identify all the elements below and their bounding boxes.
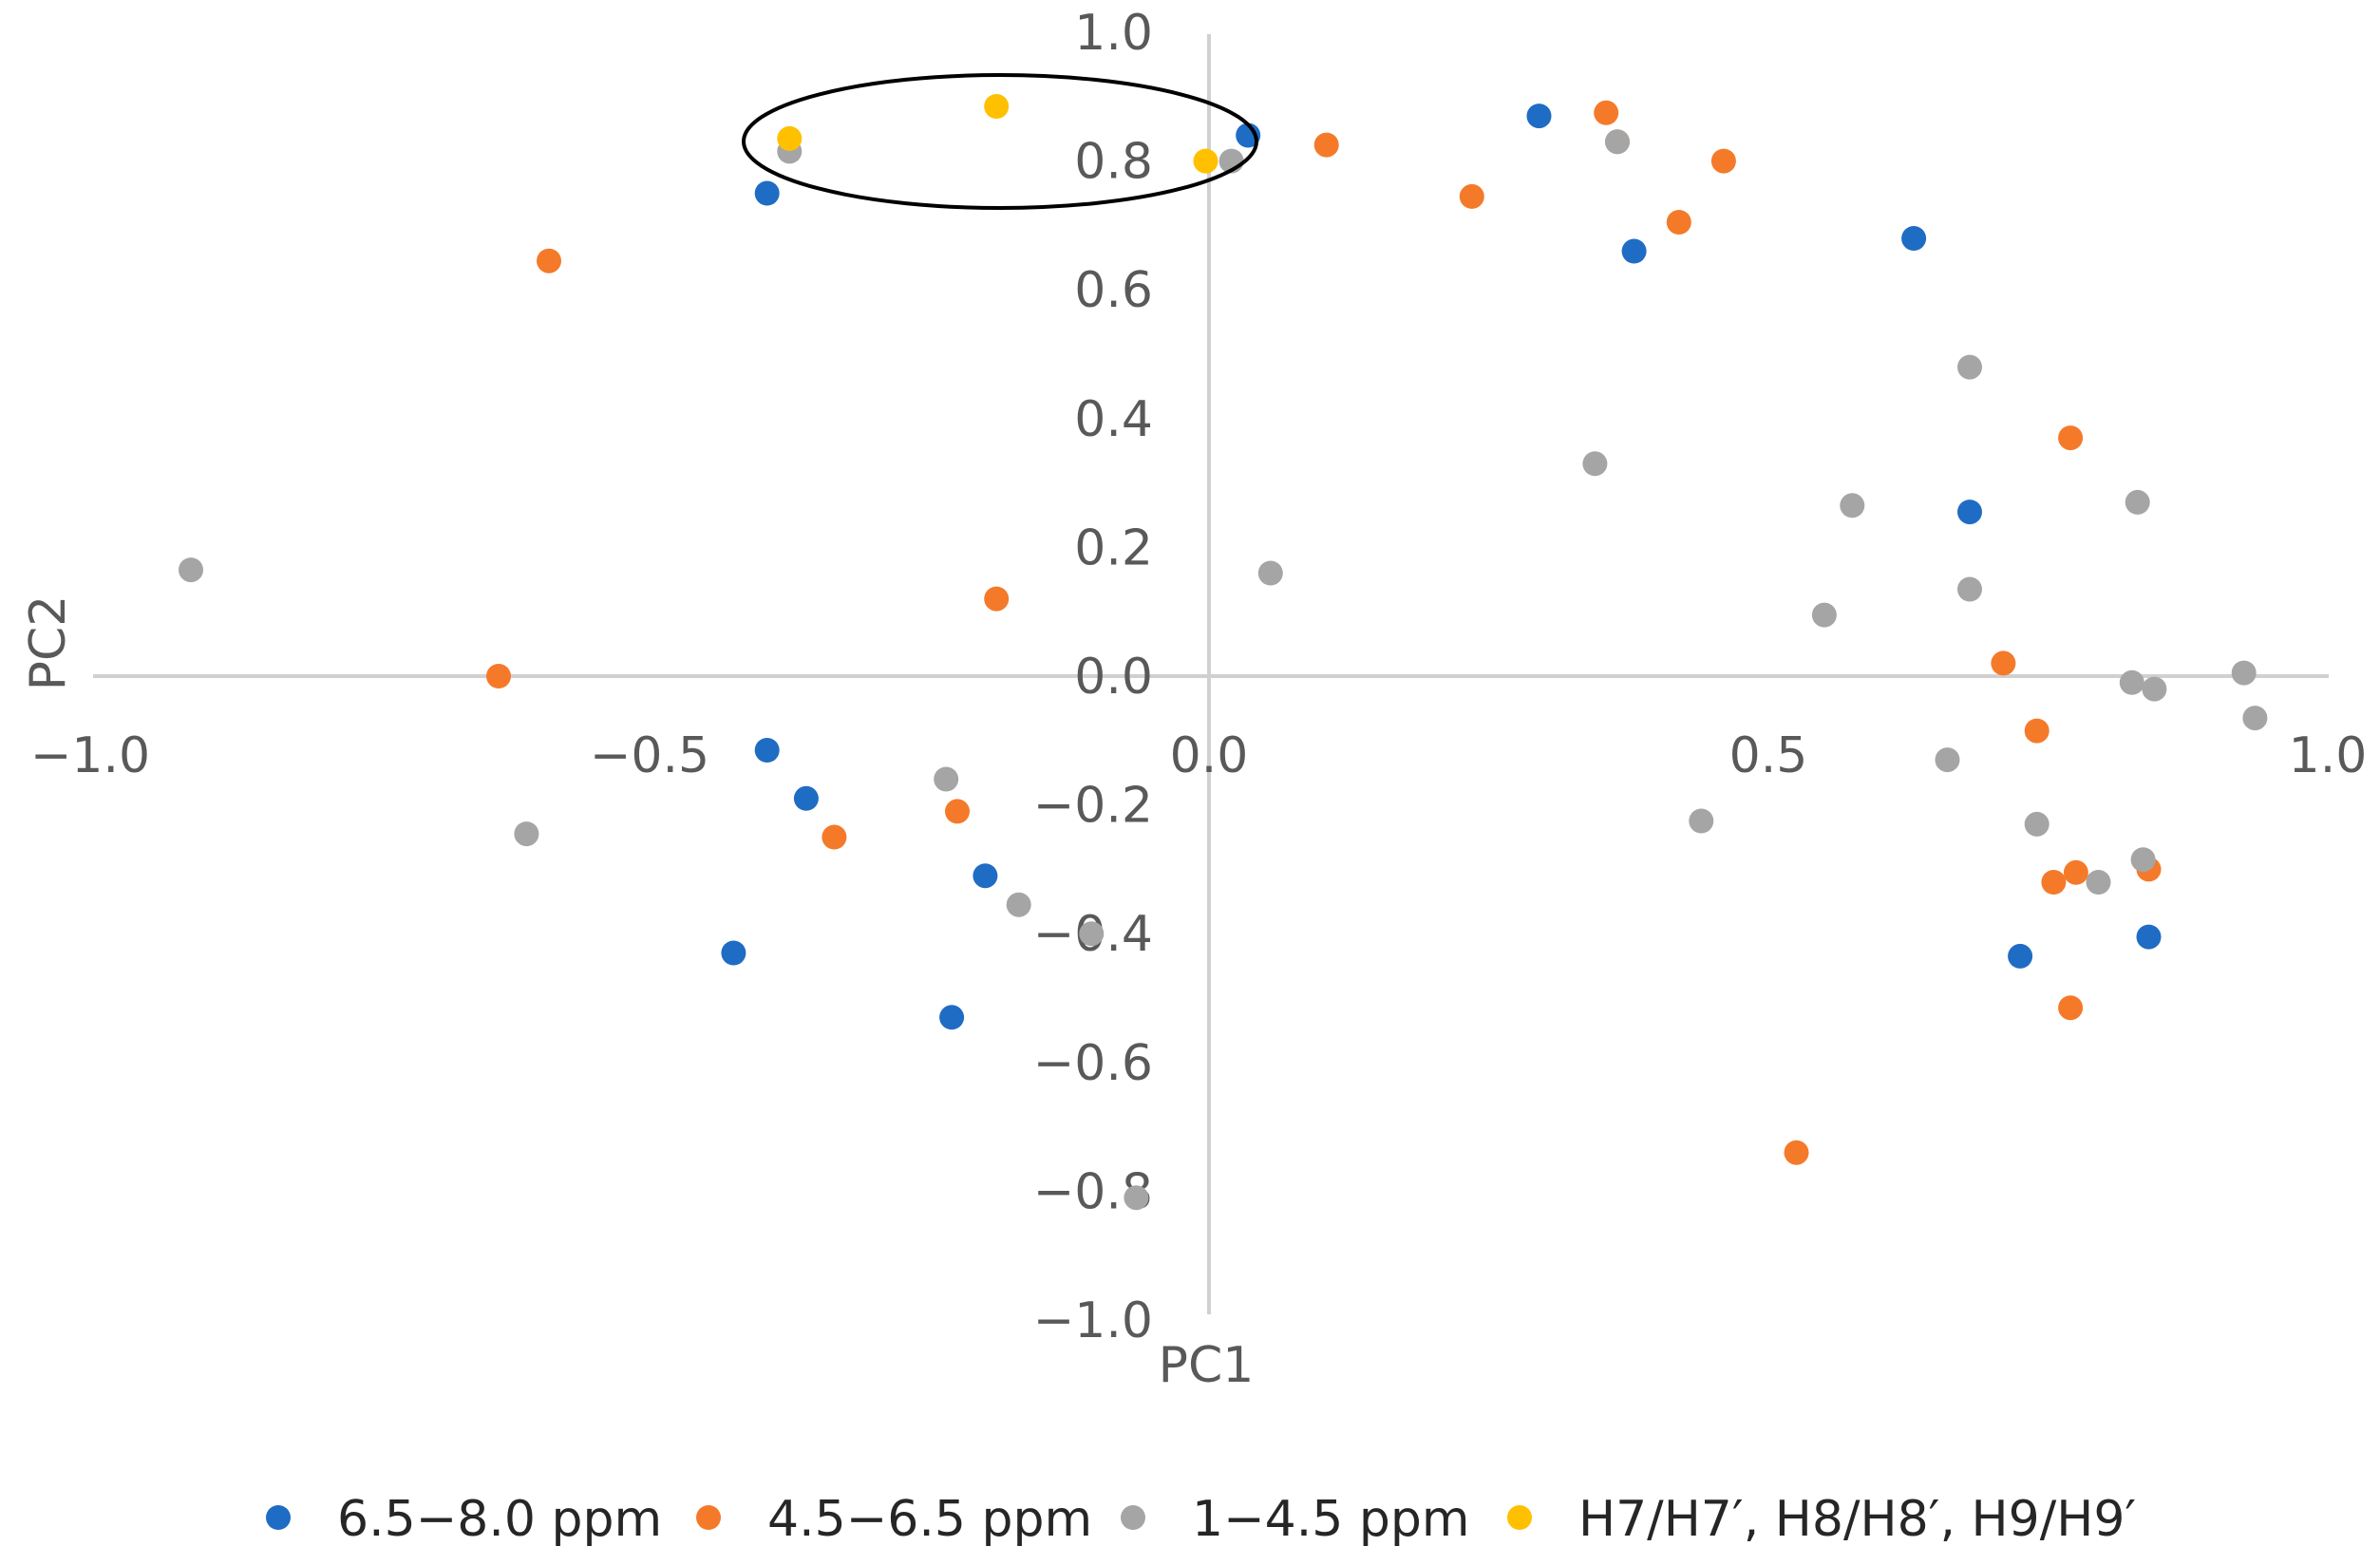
- data-point-series-4: [777, 125, 803, 151]
- data-point-series-2: [486, 664, 511, 688]
- data-point-series-3: [2119, 669, 2144, 695]
- data-point-series-3: [1605, 129, 1630, 155]
- data-point-series-3: [179, 557, 203, 583]
- data-point-series-3: [1935, 747, 1960, 773]
- x-axis-title: PC1: [1159, 1337, 1255, 1394]
- data-point-series-2: [537, 248, 561, 273]
- data-point-series-2: [1784, 1140, 1809, 1165]
- x-tick-label: −1.0: [30, 727, 150, 784]
- y-tick-label: 0.0: [1074, 649, 1153, 706]
- data-point-series-2: [1710, 148, 1736, 174]
- data-point-series-1: [721, 940, 746, 966]
- data-point-series-3: [1689, 808, 1714, 834]
- data-point-series-2: [1313, 132, 1339, 158]
- data-point-series-2: [1594, 100, 1619, 125]
- x-tick-label: 0.0: [1170, 727, 1249, 784]
- y-tick-label: 0.4: [1074, 391, 1153, 448]
- data-point-series-3: [1811, 602, 1837, 628]
- highlight-ellipse: [742, 73, 1258, 210]
- data-point-series-1: [2136, 924, 2162, 950]
- data-point-series-3: [2242, 706, 2268, 731]
- data-point-series-2: [1459, 183, 1484, 209]
- data-point-series-1: [754, 180, 780, 206]
- data-point-series-3: [1079, 921, 1105, 947]
- data-point-series-3: [514, 821, 539, 847]
- data-point-series-1: [939, 1005, 965, 1030]
- data-point-series-4: [1193, 148, 1218, 174]
- data-point-series-3: [1257, 560, 1283, 586]
- legend-marker-4: [1507, 1505, 1532, 1530]
- data-point-series-3: [2024, 811, 2049, 837]
- x-tick-label: 1.0: [2289, 727, 2368, 784]
- data-point-series-3: [2125, 489, 2150, 515]
- data-point-series-2: [2058, 995, 2084, 1021]
- legend-label-4: H7/H7′, H8/H8′, H9/H9′: [1578, 1491, 2136, 1548]
- data-point-series-1: [754, 738, 780, 763]
- data-point-series-3: [1957, 576, 1982, 602]
- y-tick-label: −0.2: [1033, 778, 1153, 835]
- data-point-series-3: [2231, 660, 2257, 686]
- y-tick-label: 1.0: [1074, 5, 1153, 62]
- data-point-series-1: [793, 785, 819, 811]
- data-point-series-4: [984, 94, 1010, 119]
- data-point-series-3: [1957, 354, 1982, 380]
- data-point-series-3: [1582, 451, 1608, 477]
- data-point-series-3: [934, 766, 959, 792]
- data-point-series-2: [2063, 859, 2088, 885]
- data-point-series-3: [2142, 676, 2167, 702]
- y-tick-label: −1.0: [1033, 1292, 1153, 1349]
- data-point-series-1: [973, 863, 998, 889]
- x-tick-label: −0.5: [590, 727, 709, 784]
- data-point-series-1: [1957, 500, 1982, 525]
- data-point-series-2: [1991, 651, 2016, 676]
- legend-label-1: 6.5−8.0 ppm: [337, 1491, 662, 1548]
- y-tick-label: 0.2: [1074, 519, 1153, 576]
- y-tick-label: 0.6: [1074, 262, 1153, 319]
- data-point-series-1: [1901, 226, 1927, 251]
- data-point-series-3: [2086, 870, 2111, 895]
- x-tick-label: 0.5: [1729, 727, 1808, 784]
- data-point-series-3: [1006, 892, 1031, 917]
- data-point-series-2: [2024, 718, 2049, 744]
- legend-label-3: 1−4.5 ppm: [1192, 1491, 1470, 1548]
- data-point-series-2: [2041, 870, 2067, 895]
- data-point-series-3: [1124, 1185, 1149, 1211]
- data-point-series-2: [1666, 210, 1691, 235]
- y-tick-label: −0.6: [1033, 1035, 1153, 1092]
- data-point-series-2: [822, 824, 847, 850]
- legend-label-2: 4.5−6.5 ppm: [767, 1491, 1092, 1548]
- legend: 6.5−8.0 ppm 4.5−6.5 ppm 1−4.5 ppm H7/H7′, H…: [266, 1491, 2136, 1548]
- axes-group: [93, 34, 2329, 1314]
- data-points: [179, 94, 2268, 1211]
- legend-marker-1: [266, 1505, 291, 1530]
- data-point-series-2: [984, 586, 1010, 612]
- legend-marker-2: [696, 1505, 721, 1530]
- data-point-series-2: [945, 799, 970, 824]
- data-point-series-1: [1621, 238, 1647, 264]
- y-axis-title: PC2: [20, 595, 77, 691]
- data-point-series-3: [2130, 847, 2156, 873]
- y-tick-label: 0.8: [1074, 134, 1153, 191]
- data-point-series-2: [2058, 425, 2084, 451]
- legend-marker-3: [1121, 1505, 1145, 1530]
- x-tick-labels: −1.0 −0.5 0.0 0.5 1.0: [30, 727, 2367, 784]
- data-point-series-1: [1526, 104, 1552, 129]
- data-point-series-1: [2008, 943, 2033, 969]
- data-point-series-3: [1840, 493, 1865, 519]
